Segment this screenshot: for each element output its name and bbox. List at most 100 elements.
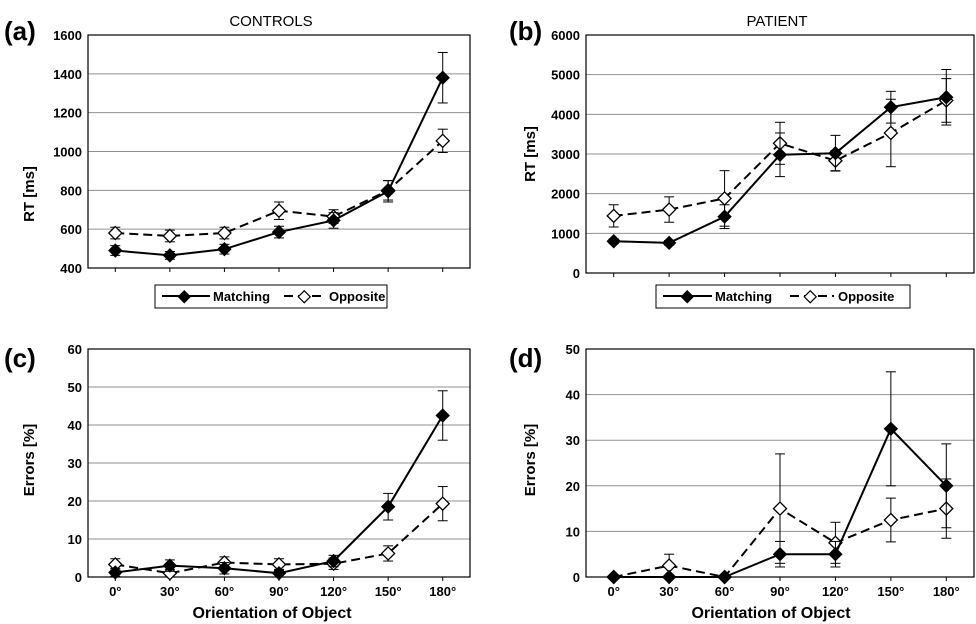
data-point-matching <box>939 478 954 494</box>
x-tick-label: 150° <box>375 584 402 599</box>
y-tick-label: 20 <box>68 494 82 509</box>
data-point-matching <box>162 558 178 573</box>
data-point-opposite <box>271 203 287 219</box>
x-tick-label: 30° <box>160 584 180 599</box>
data-point-opposite <box>435 133 451 149</box>
y-tick-label: 40 <box>68 418 82 433</box>
panel-c-ylabel: Errors [%] <box>21 424 38 497</box>
x-tick-label: 60° <box>715 584 735 599</box>
data-point-matching <box>108 565 123 580</box>
data-point-opposite <box>606 208 622 224</box>
x-tick-label: 90° <box>269 584 289 599</box>
x-tick-label: 60° <box>215 584 235 599</box>
data-point-matching <box>717 209 732 224</box>
data-point-matching <box>606 234 621 249</box>
y-tick-label: 50 <box>68 380 82 395</box>
data-point-opposite <box>162 228 178 244</box>
x-tick-label: 120° <box>822 584 849 599</box>
legend-matching-marker <box>177 290 191 304</box>
data-point-opposite <box>883 512 899 528</box>
data-point-matching <box>828 145 843 161</box>
data-point-opposite <box>883 125 899 141</box>
data-point-matching <box>271 565 287 581</box>
panel-b-plot: 0 1000 2000 3000 4000 5000 6000 <box>551 28 975 281</box>
data-point-matching <box>717 569 732 585</box>
chart-layer: 4006008001000120014001600010002000300040… <box>53 28 975 599</box>
data-point-matching <box>217 241 232 257</box>
panel-a-ylabel: RT [ms] <box>21 166 38 222</box>
data-point-opposite <box>661 202 677 217</box>
panel-b-ylabel: RT [ms] <box>522 126 539 182</box>
data-point-matching <box>772 147 788 163</box>
data-point-matching <box>380 499 396 514</box>
x-tick-label: 180° <box>429 584 456 599</box>
panel-d-xlabel: Orientation of Object <box>691 605 851 622</box>
legend-opposite-marker <box>297 289 312 304</box>
legend-opposite-marker <box>803 289 818 304</box>
data-point-matching <box>661 569 677 585</box>
panel-b-title: PATIENT <box>746 13 807 30</box>
data-point-opposite <box>380 546 396 561</box>
data-point-matching <box>435 408 450 423</box>
x-tick-label: 0° <box>607 584 619 599</box>
legend-matching-label: Matching <box>213 289 270 304</box>
panel-c-xlabel: Orientation of Object <box>192 605 352 622</box>
y-tick-label: 60 <box>68 342 82 357</box>
panel-d-letter: (d) <box>509 343 542 373</box>
data-point-matching <box>162 248 178 263</box>
y-tick-label: 10 <box>68 532 82 547</box>
panel-b-legend: Matching Opposite <box>655 284 911 309</box>
y-tick-label: 1000 <box>551 226 580 241</box>
panel-c-letter: (c) <box>4 343 36 373</box>
legend-matching-marker <box>680 290 694 304</box>
panel-a-plot: 400 600 800 1000 1200 1400 1600 <box>53 28 471 276</box>
data-point-matching <box>217 561 232 576</box>
x-tick-label: 30° <box>659 584 679 599</box>
y-tick-label: 4000 <box>551 107 580 122</box>
data-point-matching <box>883 99 899 115</box>
x-tick-label: 0° <box>109 584 121 599</box>
y-tick-label: 10 <box>566 524 580 539</box>
data-point-matching <box>661 235 677 251</box>
data-point-opposite <box>217 225 232 241</box>
y-tick-label: 400 <box>60 261 82 276</box>
legend-matching-label: Matching <box>715 289 772 304</box>
y-tick-label: 6000 <box>551 28 580 43</box>
y-tick-label: 40 <box>566 388 580 403</box>
data-point-matching <box>326 213 341 228</box>
y-tick-label: 0 <box>573 570 580 585</box>
data-point-opposite <box>435 496 451 512</box>
data-point-matching <box>435 70 450 85</box>
y-tick-label: 1600 <box>53 28 82 43</box>
x-tick-label: 120° <box>320 584 347 599</box>
data-point-matching <box>772 546 788 562</box>
panel-d-ylabel: Errors [%] <box>522 424 539 497</box>
y-tick-label: 20 <box>566 479 580 494</box>
y-tick-label: 0 <box>573 266 580 281</box>
y-tick-label: 30 <box>68 456 82 471</box>
y-tick-label: 2000 <box>551 187 580 202</box>
panel-a-title: CONTROLS <box>229 13 312 30</box>
y-tick-label: 5000 <box>551 68 580 83</box>
data-point-opposite <box>772 501 788 517</box>
y-tick-label: 1400 <box>53 67 82 82</box>
y-tick-label: 3000 <box>551 147 580 162</box>
data-point-matching <box>883 421 899 437</box>
y-tick-label: 50 <box>566 342 580 357</box>
data-point-matching <box>108 243 123 258</box>
y-tick-label: 800 <box>60 183 82 198</box>
data-point-matching <box>271 224 287 240</box>
panel-a-letter: (a) <box>4 16 36 46</box>
x-tick-label: 150° <box>877 584 904 599</box>
data-point-opposite <box>107 225 123 241</box>
legend-opposite-label: Opposite <box>838 289 894 304</box>
y-tick-label: 0 <box>75 570 82 585</box>
y-tick-label: 1000 <box>53 145 82 160</box>
data-point-matching <box>939 90 954 105</box>
data-point-matching <box>828 546 843 562</box>
y-tick-label: 30 <box>566 433 580 448</box>
x-tick-label: 180° <box>933 584 960 599</box>
y-tick-label: 1200 <box>53 106 82 121</box>
panel-d-plot: 0 10 20 30 40 50 0° 30° 60° 90° 120° 150° 180° <box>566 342 975 599</box>
